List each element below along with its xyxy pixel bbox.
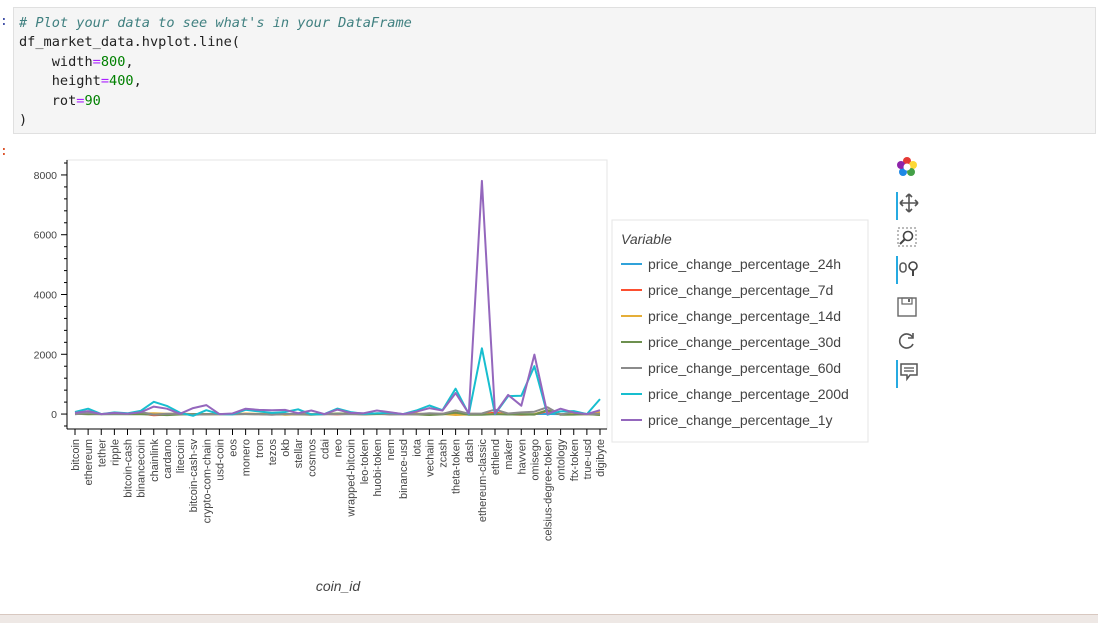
x-tick-label: cosmos xyxy=(306,439,318,477)
x-tick-label: chainlink xyxy=(149,439,161,482)
x-tick-label: tezos xyxy=(267,439,279,466)
x-tick-label: tether xyxy=(96,439,108,467)
x-tick-label: leo-token xyxy=(359,439,371,484)
y-tick-label: 6000 xyxy=(34,230,58,242)
x-tick-label: bitcoin-cash xyxy=(123,439,135,498)
code-token: ) xyxy=(19,112,27,128)
x-tick-label: usd-coin xyxy=(214,439,226,481)
code-editor[interactable]: # Plot your data to see what's in your D… xyxy=(19,14,412,130)
x-tick-label: dash xyxy=(464,439,476,463)
x-tick-label: crypto-com-chain xyxy=(201,439,213,523)
reset-tool[interactable] xyxy=(896,330,918,352)
x-tick-label: maker xyxy=(503,439,515,470)
x-tick-label: ethereum xyxy=(83,439,95,485)
hover-tool[interactable] xyxy=(896,360,920,388)
code-line: ) xyxy=(19,111,412,130)
bokeh-logo-icon[interactable] xyxy=(896,156,918,178)
code-cell[interactable]: # Plot your data to see what's in your D… xyxy=(13,7,1096,134)
code-line: # Plot your data to see what's in your D… xyxy=(19,14,412,33)
code-line: df_market_data.hvplot.line( xyxy=(19,33,412,52)
save-icon xyxy=(896,296,918,318)
legend-item-label: price_change_percentage_24h xyxy=(648,256,841,272)
input-prompt: : xyxy=(0,14,8,29)
save-tool[interactable] xyxy=(896,296,918,318)
pan-icon xyxy=(898,192,920,214)
x-tick-label: havven xyxy=(516,439,528,474)
x-tick-label: cdai xyxy=(319,439,331,459)
x-tick-label: monero xyxy=(241,439,253,476)
legend-item-label: price_change_percentage_7d xyxy=(648,282,833,298)
x-tick-label: omisego xyxy=(529,439,541,481)
code-token: = xyxy=(101,73,109,89)
x-tick-label: ontology xyxy=(556,439,568,481)
x-axis-title: coin_id xyxy=(316,578,362,594)
code-token: width xyxy=(19,54,93,70)
box-zoom-icon xyxy=(896,226,918,248)
x-tick-label: theta-token xyxy=(451,439,463,494)
x-tick-label: ethereum-classic xyxy=(477,439,489,523)
wheel-zoom-icon xyxy=(898,256,920,278)
code-token: , xyxy=(134,73,142,89)
legend-item-label: price_change_percentage_30d xyxy=(648,334,841,350)
code-line: height=400, xyxy=(19,72,412,91)
y-tick-label: 0 xyxy=(51,409,57,421)
x-tick-label: ripple xyxy=(109,439,121,466)
code-token: , xyxy=(125,54,133,70)
code-line: rot=90 xyxy=(19,92,412,111)
x-tick-label: wrapped-bitcoin xyxy=(346,439,358,518)
x-tick-label: vechain xyxy=(424,439,436,477)
x-tick-label: ethlend xyxy=(490,439,502,475)
x-tick-label: celsius-degree-token xyxy=(543,439,555,541)
x-tick-label: zcash xyxy=(438,439,450,468)
x-tick-label: huobi-token xyxy=(372,439,384,497)
y-tick-label: 8000 xyxy=(34,170,58,182)
y-tick-label: 2000 xyxy=(34,349,58,361)
x-tick-label: litecoin xyxy=(175,439,187,473)
x-tick-label: binance-usd xyxy=(398,439,410,499)
legend-title: Variable xyxy=(621,231,672,247)
code-token: = xyxy=(93,54,101,70)
x-tick-label: neo xyxy=(333,439,345,457)
wheel-zoom-tool[interactable] xyxy=(896,256,920,284)
code-token: 90 xyxy=(84,93,100,109)
legend-item-label: price_change_percentage_200d xyxy=(648,386,849,402)
code-token: 400 xyxy=(109,73,134,89)
x-tick-label: cardano xyxy=(162,439,174,479)
x-tick-label: okb xyxy=(280,439,292,457)
x-tick-label: bitcoin xyxy=(70,439,82,471)
legend-item-label: price_change_percentage_1y xyxy=(648,412,832,428)
x-tick-label: iota xyxy=(411,438,423,457)
x-tick-label: bitcoin-cash-sv xyxy=(188,439,200,513)
code-token: 800 xyxy=(101,54,126,70)
x-tick-label: digibyte xyxy=(595,439,607,477)
hover-icon xyxy=(898,360,920,382)
reset-icon xyxy=(896,330,918,352)
x-tick-label: tron xyxy=(254,439,266,458)
legend-item-label: price_change_percentage_14d xyxy=(648,308,841,324)
x-tick-label: true-usd xyxy=(582,439,594,479)
pan-tool[interactable] xyxy=(896,192,920,220)
box-zoom-tool[interactable] xyxy=(896,226,918,248)
code-line: width=800, xyxy=(19,53,412,72)
x-tick-label: ftx-token xyxy=(569,439,581,481)
x-tick-label: nem xyxy=(385,439,397,460)
x-tick-label: stellar xyxy=(293,439,305,469)
y-tick-label: 4000 xyxy=(34,290,58,302)
legend-item-label: price_change_percentage_60d xyxy=(648,360,841,376)
code-token: # Plot your data to see what's in your D… xyxy=(19,15,412,31)
x-tick-label: eos xyxy=(228,439,240,457)
code-token: rot xyxy=(19,93,76,109)
code-token: df_market_data.hvplot.line( xyxy=(19,34,240,50)
code-token: height xyxy=(19,73,101,89)
legend-box xyxy=(612,220,868,442)
x-tick-label: binancecoin xyxy=(136,439,148,498)
